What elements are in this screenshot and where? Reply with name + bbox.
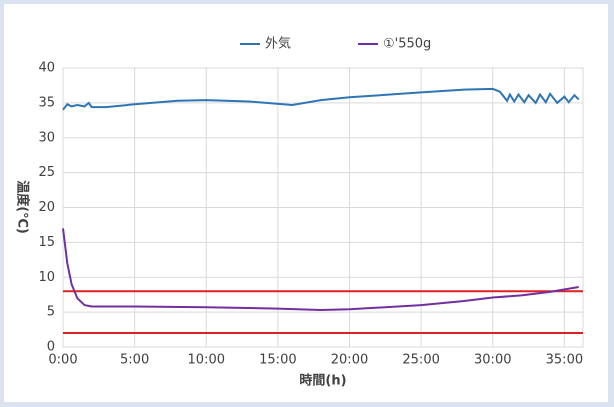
series-line [62, 87, 580, 111]
y-tick-label: 30 [38, 130, 55, 145]
x-tick-label: 35:00 [546, 353, 583, 368]
x-tick-label: 20:00 [331, 353, 368, 368]
legend-label: 外気 [265, 36, 291, 52]
x-tick-label: 5:00 [120, 353, 149, 368]
y-tick-label: 25 [38, 165, 55, 180]
y-axis-label: 温度(℃) [15, 180, 31, 234]
y-tick-label: 35 [38, 95, 55, 110]
y-tick-label: 10 [38, 270, 55, 285]
y-tick-label: 40 [38, 61, 55, 76]
x-tick-label: 10:00 [188, 353, 225, 368]
y-tick-label: 5 [47, 305, 55, 320]
series-line [62, 228, 579, 312]
legend-label: ①'550g [383, 37, 431, 52]
x-tick-label: 15:00 [259, 353, 296, 368]
y-tick-label: 15 [38, 235, 55, 250]
x-axis-label: 時間(h) [299, 373, 346, 389]
x-tick-label: 0:00 [48, 353, 77, 368]
y-tick-label: 0 [47, 340, 55, 355]
chart-area [4, 4, 608, 402]
plot-border [62, 67, 584, 348]
y-tick-label: 20 [38, 200, 55, 215]
x-tick-label: 25:00 [402, 353, 439, 368]
x-tick-label: 30:00 [474, 353, 511, 368]
